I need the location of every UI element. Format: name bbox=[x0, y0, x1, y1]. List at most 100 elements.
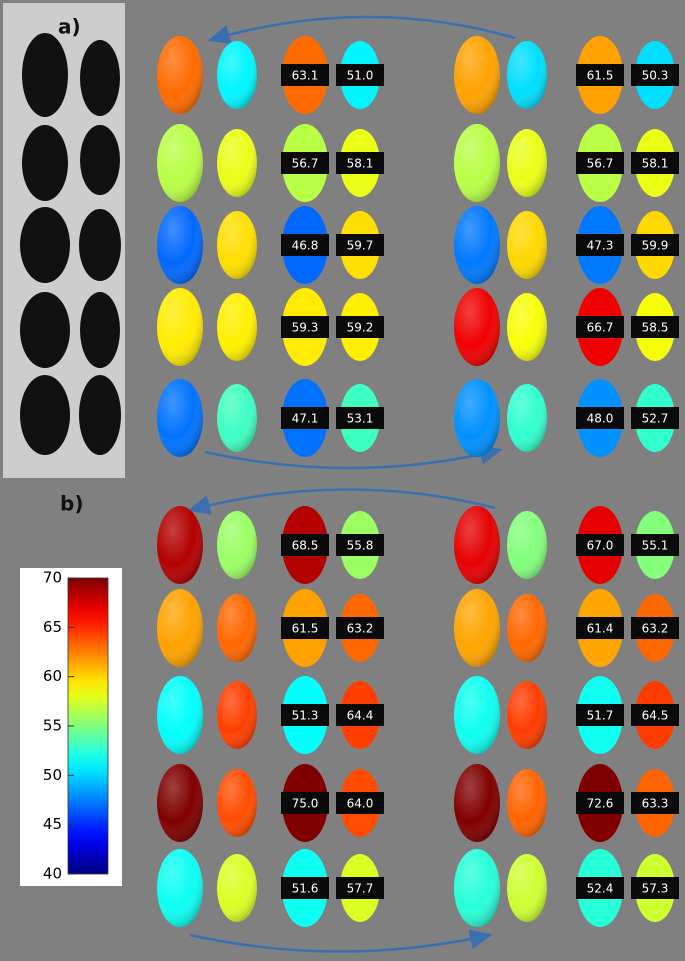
map-texture bbox=[157, 124, 203, 202]
map-texture bbox=[454, 379, 500, 457]
map-texture bbox=[507, 211, 547, 279]
colorbar-tick-label: 40 bbox=[43, 865, 62, 883]
value-tag bbox=[336, 704, 384, 726]
map-texture bbox=[157, 589, 203, 667]
value-tag bbox=[576, 64, 624, 86]
value-label: 46.8 bbox=[292, 239, 319, 253]
value-label: 67.0 bbox=[587, 539, 614, 553]
map-texture bbox=[454, 506, 500, 584]
map-texture bbox=[454, 206, 500, 284]
value-tag bbox=[281, 64, 329, 86]
map-texture bbox=[217, 41, 257, 109]
value-label: 64.5 bbox=[642, 709, 669, 723]
value-label: 61.5 bbox=[292, 622, 319, 636]
map-texture bbox=[454, 124, 500, 202]
value-tag bbox=[631, 534, 679, 556]
value-tag bbox=[336, 877, 384, 899]
value-label: 63.2 bbox=[642, 622, 669, 636]
map-texture bbox=[507, 854, 547, 922]
value-label: 68.5 bbox=[292, 539, 319, 553]
map-texture bbox=[157, 764, 203, 842]
panel-label: a) bbox=[58, 15, 81, 39]
map-texture bbox=[217, 769, 257, 837]
value-tag bbox=[336, 617, 384, 639]
map-texture bbox=[157, 506, 203, 584]
map-texture bbox=[454, 849, 500, 927]
map-texture bbox=[217, 854, 257, 922]
value-tag bbox=[576, 152, 624, 174]
value-tag bbox=[576, 534, 624, 556]
panel-label: b) bbox=[60, 492, 83, 516]
value-tag bbox=[631, 617, 679, 639]
map-texture bbox=[507, 769, 547, 837]
map-texture bbox=[454, 589, 500, 667]
map-texture bbox=[217, 384, 257, 452]
value-label: 50.3 bbox=[642, 69, 669, 83]
colorbar-tick-label: 50 bbox=[43, 766, 62, 784]
value-tag bbox=[336, 792, 384, 814]
value-tag bbox=[336, 64, 384, 86]
value-label: 64.0 bbox=[347, 797, 374, 811]
value-tag bbox=[631, 704, 679, 726]
colorbar-tick-label: 45 bbox=[43, 815, 62, 833]
value-tag bbox=[576, 316, 624, 338]
value-tag bbox=[336, 316, 384, 338]
value-tag bbox=[336, 534, 384, 556]
value-tag bbox=[631, 152, 679, 174]
map-texture bbox=[454, 676, 500, 754]
map-texture bbox=[507, 129, 547, 197]
colorbar-tick-label: 65 bbox=[43, 618, 62, 636]
value-label: 61.5 bbox=[587, 69, 614, 83]
value-label: 59.2 bbox=[347, 321, 374, 335]
map-texture bbox=[157, 676, 203, 754]
value-label: 56.7 bbox=[587, 157, 614, 171]
map-texture bbox=[454, 288, 500, 366]
value-tag bbox=[631, 64, 679, 86]
map-texture bbox=[217, 129, 257, 197]
value-label: 55.8 bbox=[347, 539, 374, 553]
colorbar-tick-label: 70 bbox=[43, 569, 62, 587]
value-tag bbox=[576, 234, 624, 256]
map-texture bbox=[157, 206, 203, 284]
map-texture bbox=[217, 293, 257, 361]
map-texture bbox=[507, 594, 547, 662]
map-texture bbox=[157, 288, 203, 366]
map-texture bbox=[507, 293, 547, 361]
value-label: 72.6 bbox=[587, 797, 614, 811]
value-label: 52.4 bbox=[587, 882, 614, 896]
value-tag bbox=[576, 792, 624, 814]
colorbar-tick-label: 60 bbox=[43, 667, 62, 685]
value-label: 47.1 bbox=[292, 412, 319, 426]
value-tag bbox=[281, 534, 329, 556]
value-tag bbox=[631, 234, 679, 256]
map-texture bbox=[157, 849, 203, 927]
map-texture bbox=[507, 384, 547, 452]
map-texture bbox=[454, 764, 500, 842]
value-label: 63.2 bbox=[347, 622, 374, 636]
value-tag bbox=[336, 152, 384, 174]
value-tag bbox=[281, 877, 329, 899]
value-label: 63.3 bbox=[642, 797, 669, 811]
value-label: 58.1 bbox=[347, 157, 374, 171]
value-label: 51.6 bbox=[292, 882, 319, 896]
map-texture bbox=[217, 681, 257, 749]
map-texture bbox=[507, 41, 547, 109]
value-label: 59.9 bbox=[642, 239, 669, 253]
value-label: 58.1 bbox=[642, 157, 669, 171]
value-label: 66.7 bbox=[587, 321, 614, 335]
map-texture bbox=[157, 36, 203, 114]
map-texture bbox=[157, 379, 203, 457]
value-label: 51.3 bbox=[292, 709, 319, 723]
value-tag bbox=[281, 792, 329, 814]
map-texture bbox=[217, 211, 257, 279]
value-tag bbox=[336, 234, 384, 256]
map-texture bbox=[507, 681, 547, 749]
grayscale-photo bbox=[3, 3, 125, 478]
value-label: 48.0 bbox=[587, 412, 614, 426]
value-tag bbox=[631, 792, 679, 814]
value-tag bbox=[576, 877, 624, 899]
value-tag bbox=[576, 704, 624, 726]
value-tag bbox=[281, 407, 329, 429]
value-label: 52.7 bbox=[642, 412, 669, 426]
